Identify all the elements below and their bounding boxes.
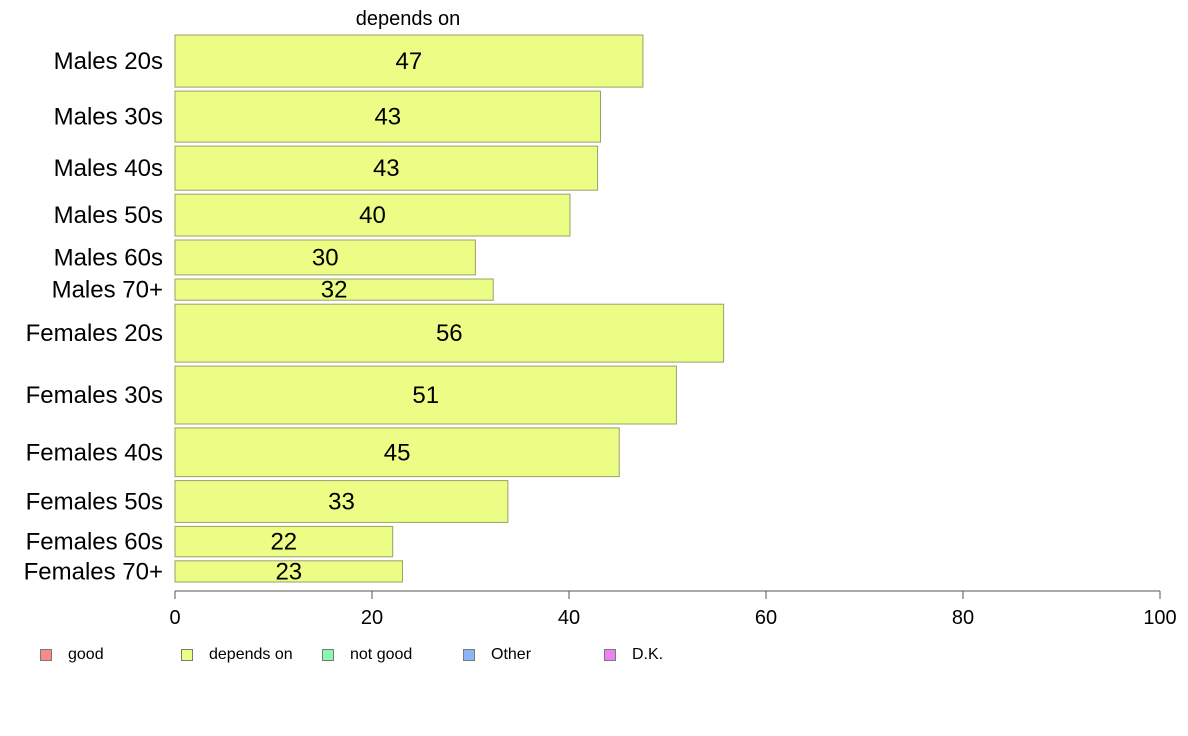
category-label: Males 20s	[54, 48, 163, 75]
bars-layer: Males 20s 47 Males 30s 43 Males 40s 43 Males 5…	[24, 34, 725, 585]
category-label: Females 20s	[26, 320, 163, 347]
data-label: 51	[412, 382, 439, 409]
bar-females-50s	[174, 480, 509, 523]
legend-item-good: good	[40, 645, 104, 665]
bar-females-60s	[174, 525, 394, 558]
chart-title: depends on	[356, 8, 461, 30]
x-tick-label: 80	[952, 607, 974, 629]
bar-males-20s	[174, 34, 644, 88]
bar-chart: depends on Males 20s 47 Males 30s 43 Males 4…	[24, 8, 1177, 629]
x-tick-label: 0	[169, 607, 180, 629]
category-label: Males 40s	[54, 155, 163, 182]
category-label: Females 60s	[26, 529, 163, 556]
category-label: Females 30s	[26, 382, 163, 409]
x-tick-label: 100	[1143, 607, 1176, 629]
legend-swatch	[604, 649, 616, 661]
legend-swatch	[322, 649, 334, 661]
bar-males-70-	[174, 278, 494, 301]
x-tick-label: 40	[558, 607, 580, 629]
legend-item-not-good: not good	[322, 645, 412, 665]
category-label: Males 70+	[52, 277, 163, 304]
data-label: 47	[396, 48, 423, 75]
category-label: Females 40s	[26, 439, 163, 466]
x-axis: 0 20 40 60 80 100	[169, 590, 1177, 629]
legend-item-depends-on: depends on	[181, 645, 293, 665]
data-label: 45	[384, 439, 411, 466]
legend-label: good	[68, 646, 104, 663]
x-tick-label: 60	[755, 607, 777, 629]
bar-males-50s	[174, 193, 571, 237]
category-label: Males 30s	[54, 104, 163, 131]
legend-swatch	[463, 649, 475, 661]
category-label: Males 60s	[54, 245, 163, 272]
bar-females-40s	[174, 427, 620, 478]
legend-label: not good	[350, 646, 413, 663]
legend-label: depends on	[209, 646, 293, 663]
legend-item-other: Other	[463, 645, 531, 665]
data-label: 33	[328, 489, 355, 516]
legend-label: Other	[491, 646, 532, 663]
data-label: 22	[270, 529, 297, 556]
bar-females-20s	[174, 303, 725, 363]
bar-males-60s	[174, 239, 476, 276]
data-label: 56	[436, 320, 463, 347]
category-label: Males 50s	[54, 202, 163, 229]
category-label: Females 50s	[26, 489, 163, 516]
category-label: Females 70+	[24, 558, 163, 585]
legend: good depends on not good Other D.K.	[0, 645, 1188, 669]
data-label: 40	[359, 202, 386, 229]
bar-females-70-	[174, 560, 403, 583]
legend-label: D.K.	[632, 646, 664, 663]
bar-females-30s	[174, 365, 677, 425]
x-tick-label: 20	[361, 607, 383, 629]
legend-item-d-k: D.K.	[604, 645, 663, 665]
bar-males-30s	[174, 90, 601, 143]
legend-swatch	[40, 649, 52, 661]
data-label: 43	[373, 155, 400, 182]
legend-swatch	[181, 649, 193, 661]
data-label: 32	[321, 277, 348, 304]
data-label: 23	[275, 558, 302, 585]
data-label: 43	[374, 104, 401, 131]
data-label: 30	[312, 245, 339, 272]
bar-males-40s	[174, 145, 599, 191]
